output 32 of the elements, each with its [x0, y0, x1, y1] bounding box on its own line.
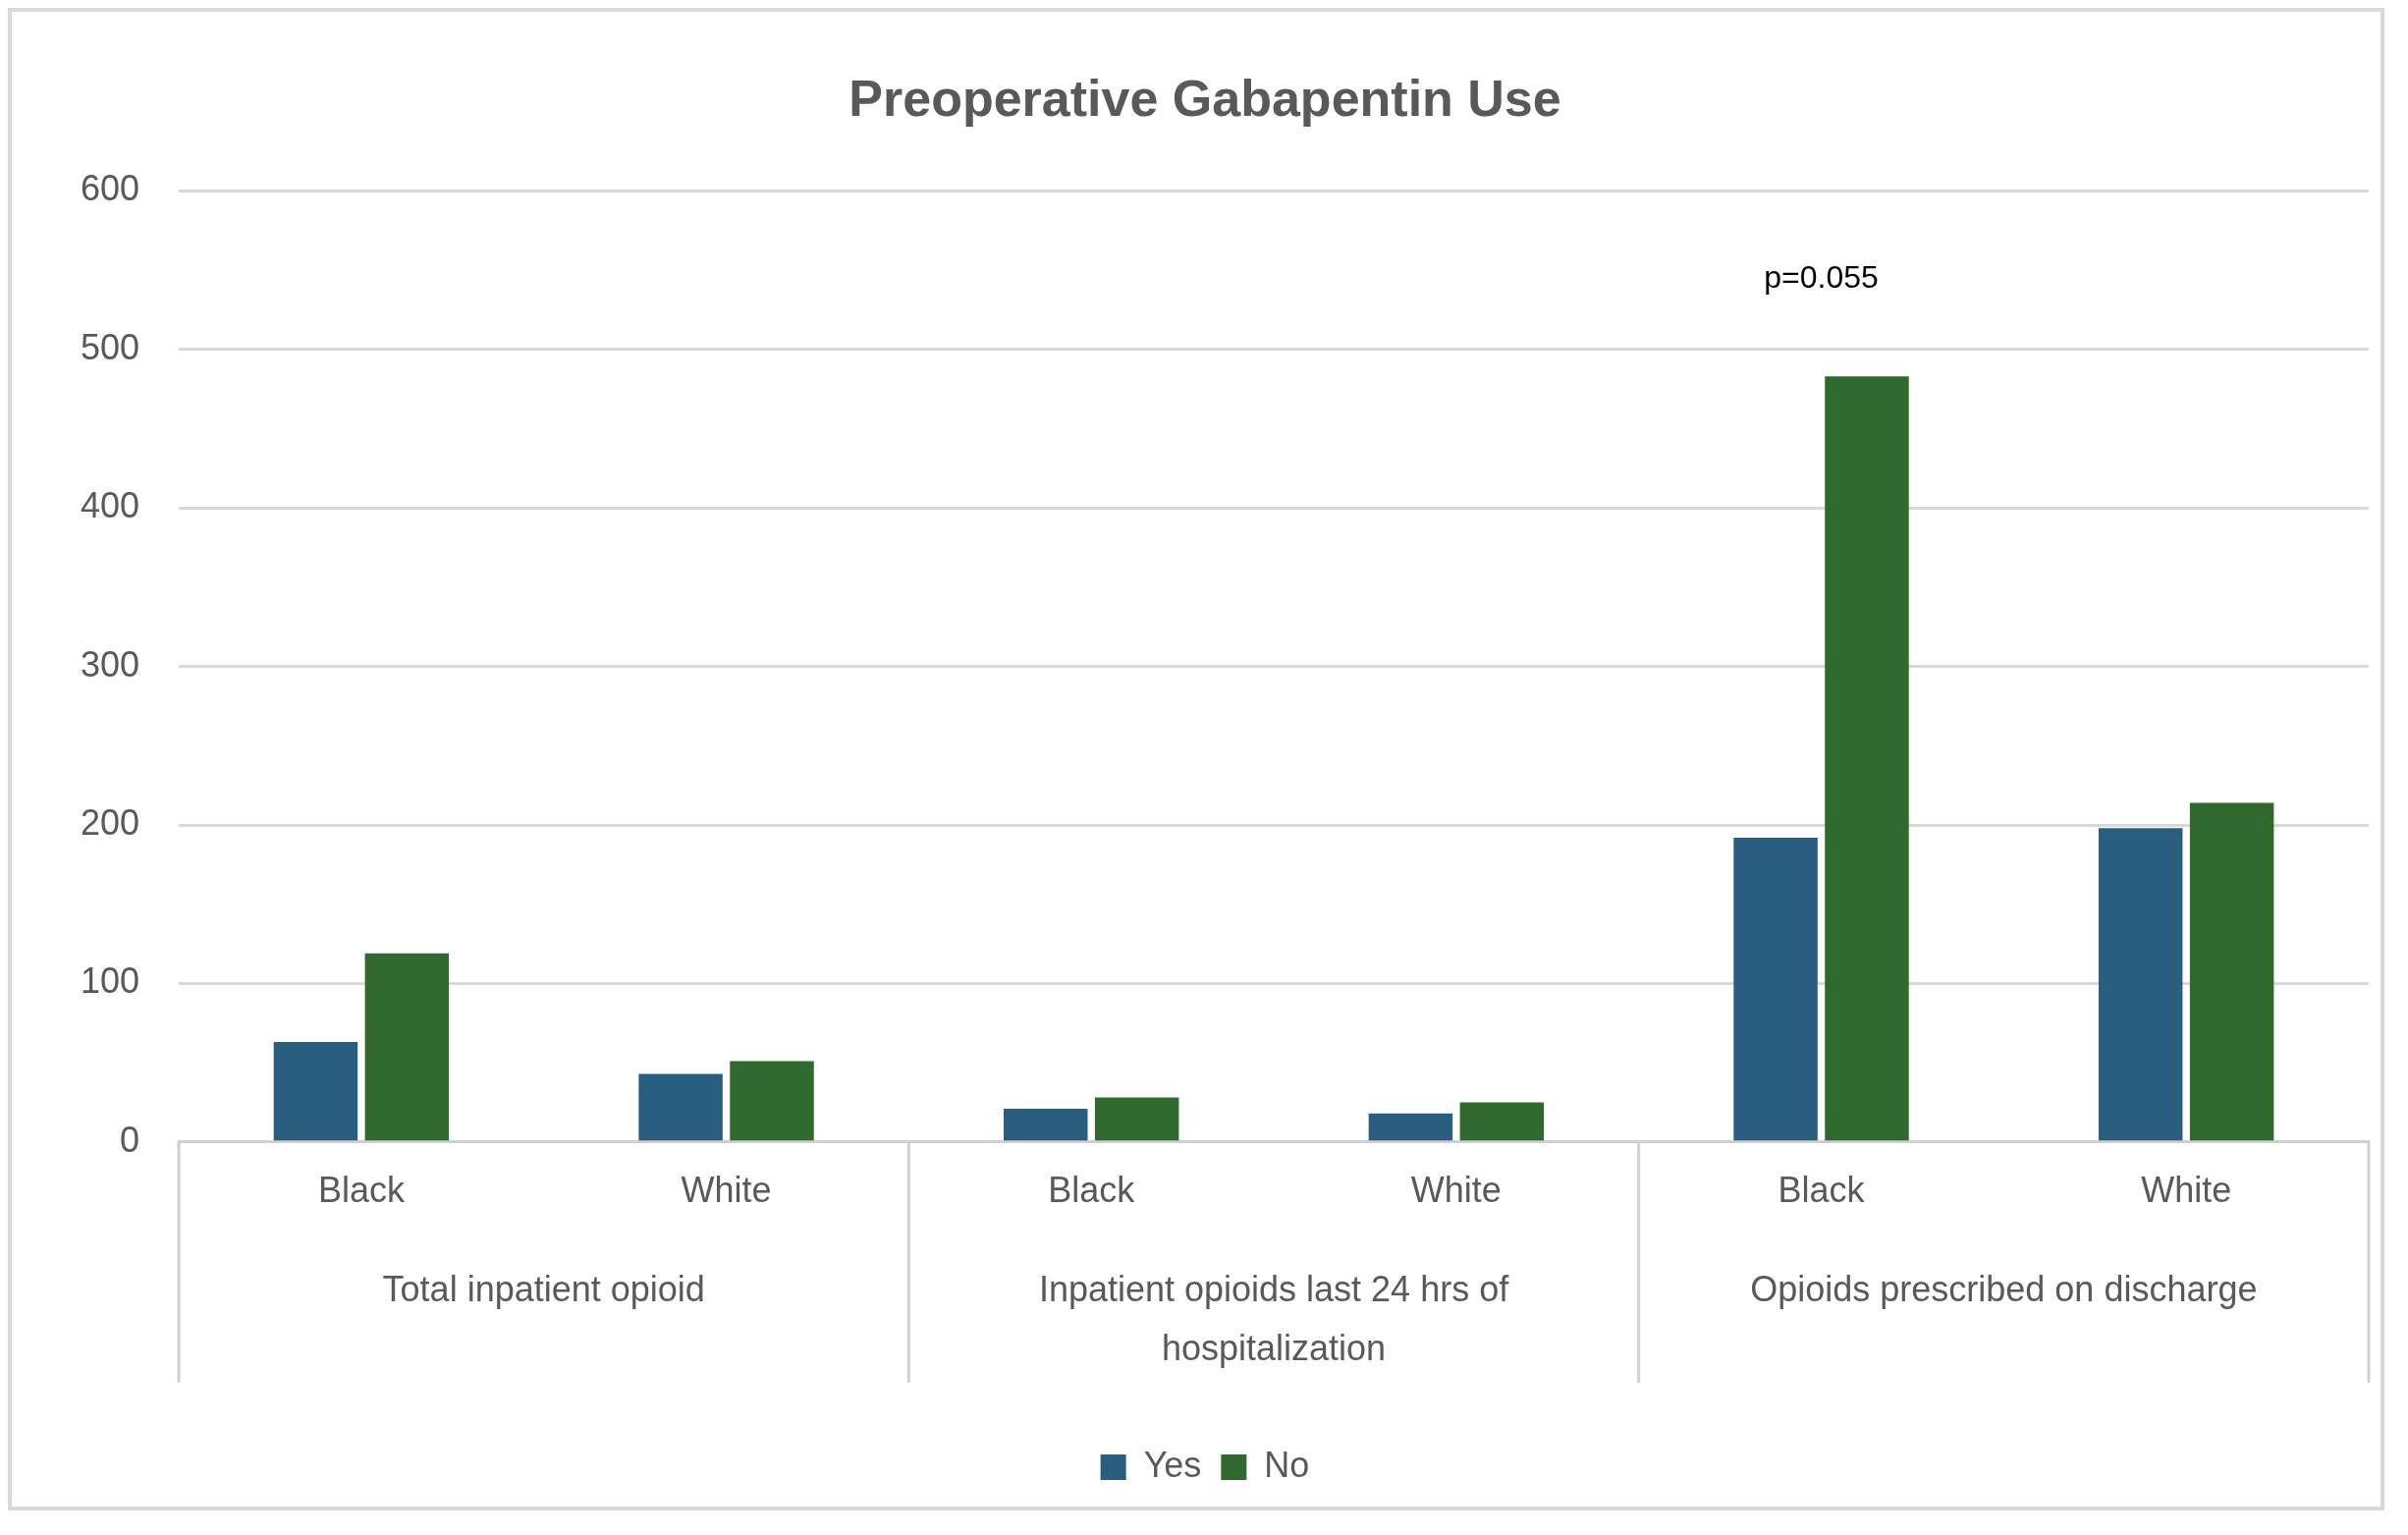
y-tick-label: 100	[80, 960, 140, 1002]
bar	[2098, 828, 2183, 1141]
y-tick-label: 600	[80, 168, 140, 209]
x-tick-label: White	[1410, 1170, 1502, 1211]
text: Inpatient opioids last 24 hrs of hospitalization	[1038, 1268, 1510, 1368]
bar	[638, 1073, 723, 1141]
text: Total inpatient opioid	[382, 1268, 705, 1309]
text: Opioids prescribed on discharge	[1750, 1268, 2258, 1309]
chart-title: Preoperative Gabapentin Use	[848, 69, 1561, 127]
bar	[1368, 1113, 1453, 1141]
y-tick-label: 0	[120, 1119, 140, 1160]
x-tick-label: Black	[1778, 1170, 1866, 1211]
x-tick-label: Black	[1048, 1170, 1136, 1211]
bar	[1733, 837, 1818, 1141]
x-tick-label: White	[2141, 1170, 2232, 1211]
y-tick-label: 500	[80, 326, 140, 367]
bar	[1459, 1102, 1545, 1141]
bar	[1004, 1108, 1088, 1141]
legend-label: Yes	[1143, 1444, 1202, 1485]
annotation: p=0.055	[1764, 259, 1879, 296]
x-tick-label: White	[681, 1170, 772, 1211]
bar	[1825, 376, 1909, 1141]
y-tick-label: 400	[80, 485, 140, 526]
bar	[730, 1061, 814, 1141]
bar	[273, 1042, 358, 1141]
legend-label: No	[1264, 1444, 1310, 1485]
bar	[2189, 802, 2274, 1141]
x-tick-label: Black	[317, 1170, 406, 1211]
bar	[1094, 1097, 1179, 1141]
bar	[364, 953, 450, 1141]
y-tick-label: 200	[80, 801, 140, 843]
y-tick-label: 300	[80, 643, 140, 685]
